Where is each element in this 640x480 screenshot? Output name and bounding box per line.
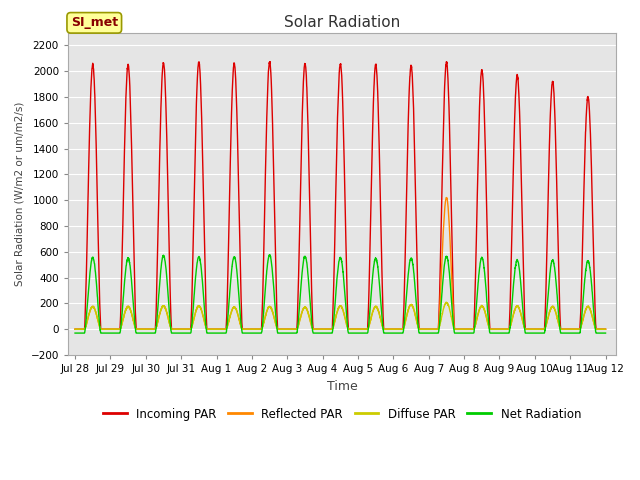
- Title: Solar Radiation: Solar Radiation: [284, 15, 400, 30]
- X-axis label: Time: Time: [326, 380, 357, 393]
- Legend: Incoming PAR, Reflected PAR, Diffuse PAR, Net Radiation: Incoming PAR, Reflected PAR, Diffuse PAR…: [99, 403, 586, 425]
- Y-axis label: Solar Radiation (W/m2 or um/m2/s): Solar Radiation (W/m2 or um/m2/s): [15, 102, 25, 286]
- Text: SI_met: SI_met: [70, 16, 118, 29]
